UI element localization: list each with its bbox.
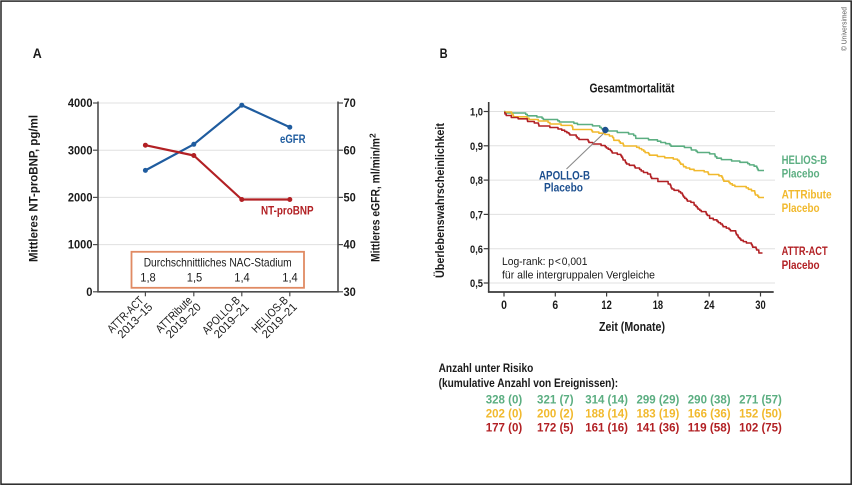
svg-text:0,9: 0,9 (470, 141, 483, 153)
svg-text:0: 0 (86, 287, 92, 299)
svg-text:1000: 1000 (68, 240, 93, 252)
svg-text:Überlebenswahrscheinlichkeit: Überlebenswahrscheinlichkeit (432, 123, 447, 278)
svg-text:Mittleres eGFR, ml/min/m2: Mittleres eGFR, ml/min/m2 (368, 133, 383, 262)
svg-text:1,4: 1,4 (282, 271, 298, 285)
svg-text:24: 24 (704, 300, 715, 312)
svg-text:ATTR-ACT: ATTR-ACT (782, 244, 829, 258)
svg-text:(kumulative Anzahl von Ereigni: (kumulative Anzahl von Ereignissen): (439, 376, 618, 390)
svg-text:40: 40 (344, 240, 356, 252)
svg-text:166 (36): 166 (36) (688, 407, 731, 421)
svg-text:141 (36): 141 (36) (637, 420, 680, 434)
svg-text:6: 6 (552, 300, 558, 312)
svg-text:161 (16): 161 (16) (585, 420, 628, 434)
svg-text:Placebo: Placebo (544, 181, 583, 195)
svg-text:0,8: 0,8 (470, 175, 483, 187)
svg-text:271 (57): 271 (57) (739, 392, 782, 406)
svg-text:299 (29): 299 (29) (637, 392, 680, 406)
svg-text:0,6: 0,6 (470, 244, 483, 256)
svg-text:Zeit (Monate): Zeit (Monate) (599, 320, 665, 334)
svg-text:50: 50 (344, 193, 356, 205)
svg-text:1,4: 1,4 (234, 271, 250, 285)
svg-text:2000: 2000 (68, 193, 93, 205)
svg-text:177 (0): 177 (0) (486, 420, 523, 434)
svg-text:APOLLO-B: APOLLO-B (539, 169, 590, 183)
svg-text:152 (50): 152 (50) (739, 407, 782, 421)
svg-text:328 (0): 328 (0) (486, 392, 523, 406)
svg-text:1,0: 1,0 (470, 107, 483, 119)
svg-text:3000: 3000 (68, 145, 93, 157)
svg-text:Mittleres NT-proBNP, pg/ml: Mittleres NT-proBNP, pg/ml (27, 115, 41, 262)
svg-text:Log-rank: p < 0,001: Log-rank: p < 0,001 (502, 256, 588, 268)
svg-text:HELIOS-B: HELIOS-B (782, 153, 828, 167)
svg-text:183 (19): 183 (19) (637, 407, 680, 421)
svg-text:© Universimed: © Universimed (840, 7, 849, 51)
svg-text:30: 30 (344, 287, 356, 299)
svg-text:4000: 4000 (68, 98, 93, 110)
svg-text:60: 60 (344, 145, 356, 157)
svg-text:eGFR: eGFR (280, 134, 306, 146)
svg-text:70: 70 (344, 98, 356, 110)
svg-text:0,7: 0,7 (470, 210, 483, 222)
svg-text:ATTRibute: ATTRibute (782, 187, 832, 201)
svg-text:Placebo: Placebo (782, 167, 820, 181)
svg-text:202 (0): 202 (0) (486, 407, 523, 421)
svg-text:102 (75): 102 (75) (739, 420, 782, 434)
svg-text:200 (2): 200 (2) (537, 407, 574, 421)
svg-text:18: 18 (653, 300, 664, 312)
svg-text:290 (38): 290 (38) (688, 392, 731, 406)
svg-text:119 (58): 119 (58) (688, 420, 731, 434)
svg-text:B: B (440, 46, 448, 61)
svg-text:1,5: 1,5 (187, 271, 203, 285)
svg-text:321 (7): 321 (7) (537, 392, 574, 406)
svg-text:Placebo: Placebo (782, 201, 820, 215)
svg-text:0: 0 (501, 300, 507, 312)
svg-text:0,5: 0,5 (470, 278, 483, 290)
svg-text:Placebo: Placebo (782, 258, 820, 272)
svg-text:1,8: 1,8 (140, 271, 156, 285)
svg-text:Anzahl unter Risiko: Anzahl unter Risiko (439, 361, 534, 375)
svg-text:30: 30 (755, 300, 765, 312)
svg-text:für alle intergruppalen Vergle: für alle intergruppalen Vergleiche (502, 270, 655, 282)
svg-text:Gesamtmortalität: Gesamtmortalität (590, 81, 676, 95)
svg-text:314 (14): 314 (14) (585, 392, 628, 406)
svg-text:188 (14): 188 (14) (585, 407, 628, 421)
svg-text:12: 12 (601, 300, 611, 312)
svg-text:Durchschnittliches NAC-Stadium: Durchschnittliches NAC-Stadium (144, 256, 292, 270)
svg-text:NT-proBNP: NT-proBNP (261, 206, 314, 218)
svg-text:172 (5): 172 (5) (537, 420, 574, 434)
svg-text:A: A (33, 46, 42, 61)
